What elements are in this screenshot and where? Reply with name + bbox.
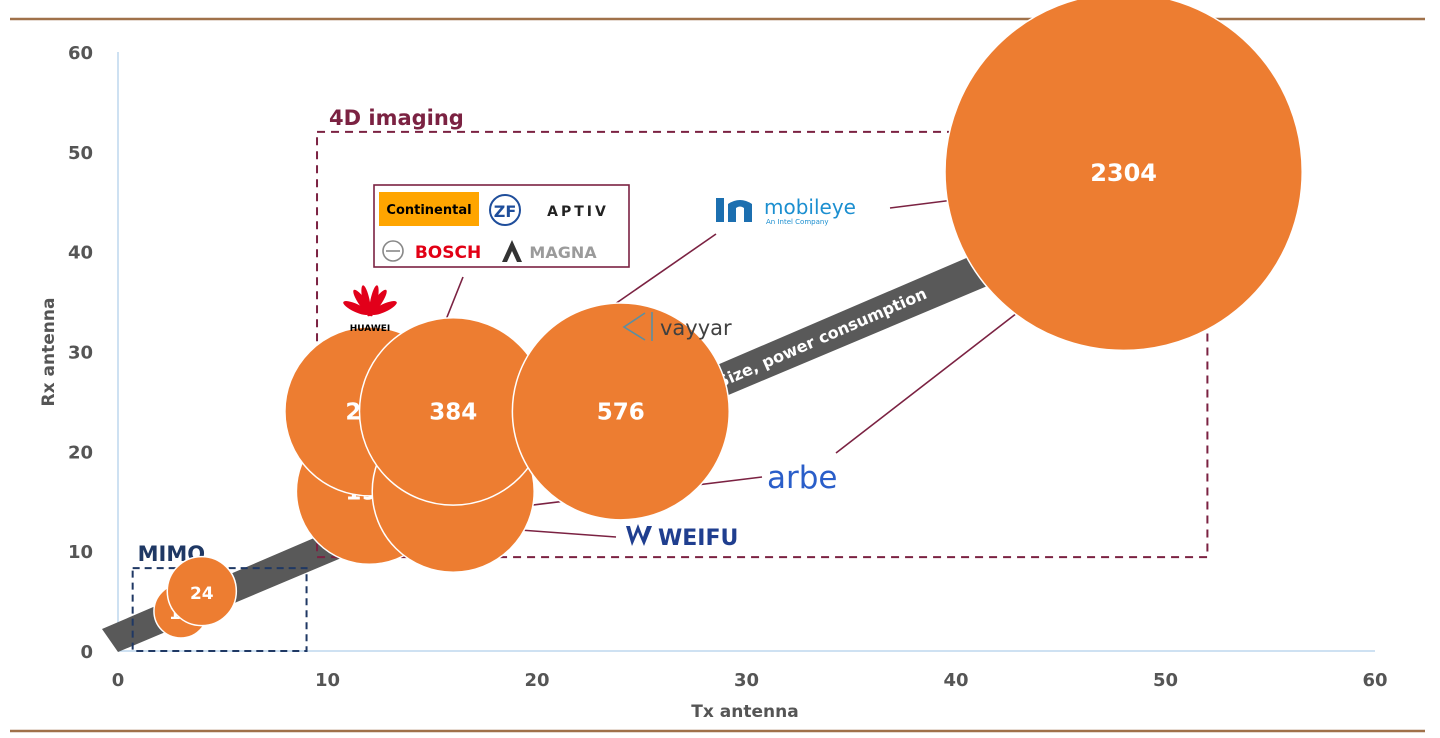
aptiv-logo: APTIV [547,204,609,220]
bubble-label-384: 384 [429,399,477,425]
x-tick-label: 30 [734,670,759,691]
y-tick-label: 10 [68,542,93,563]
bubble-24 [166,555,238,627]
vayyar-logo: vayyar [622,312,732,341]
mobileye-logo-text: mobileye [764,195,856,219]
weifu-mark-icon [626,524,652,546]
mobileye-logo: mobileye An Intel Company [716,195,856,226]
bosch-logo-mark [382,240,404,262]
continental-logo: Continental [386,203,471,218]
y-axis-title: Rx antenna [39,298,59,407]
bubble-2304 [944,0,1303,352]
y-tick-label: 60 [68,43,93,64]
y-tick-label: 0 [80,642,93,663]
huawei-logo-text: HUAWEI [350,324,391,334]
x-tick-label: 60 [1362,670,1387,691]
4d-imaging-region-label: 4D imaging [329,106,464,130]
mobileye-mark-icon [716,198,752,222]
y-tick-label: 50 [68,143,93,164]
bubble-label-24: 24 [190,584,214,604]
bosch-logo: BOSCH [415,243,481,263]
x-tick-label: 50 [1153,670,1178,691]
zf-logo-ring [489,194,521,226]
huawei-logo: HUAWEI [343,285,397,334]
bubble-label-2304: 2304 [1090,159,1157,187]
y-tick-label: 40 [68,243,93,264]
magna-logo-mark [502,240,522,262]
y-tick-label: 20 [68,442,93,463]
continental-logo-bg [379,192,479,226]
mobileye-sub-text: An Intel Company [766,218,828,226]
y-tick-label: 30 [68,343,93,364]
x-tick-label: 20 [524,670,549,691]
vayyar-mark-icon [622,312,646,341]
x-axis-title: Tx antenna [691,702,798,722]
zf-logo: ZF [494,202,517,221]
huawei-petals-icon [343,285,397,317]
weifu-logo-text: WEIFU [658,526,738,551]
bubble-label-576: 576 [597,399,645,425]
magna-logo: MAGNA [529,243,597,262]
vayyar-logo-text: vayyar [660,316,732,340]
weifu-logo: WEIFU [626,524,738,551]
x-tick-label: 0 [112,670,125,691]
bubble-576 [511,302,730,521]
arbe-logo: arbe [767,460,838,496]
y-tick-labels: 0 10 20 30 40 50 60 [68,43,93,663]
x-tick-label: 40 [943,670,968,691]
tier1-logo-group: Continental ZF APTIV BOSCH MAGNA [373,184,630,268]
x-tick-labels: 0 10 20 30 40 50 60 [112,670,1388,691]
trend-arrow-label: Size, power consumption [714,284,930,392]
bubble-series: 12241922882563845762304 [153,0,1303,639]
x-tick-label: 10 [315,670,340,691]
